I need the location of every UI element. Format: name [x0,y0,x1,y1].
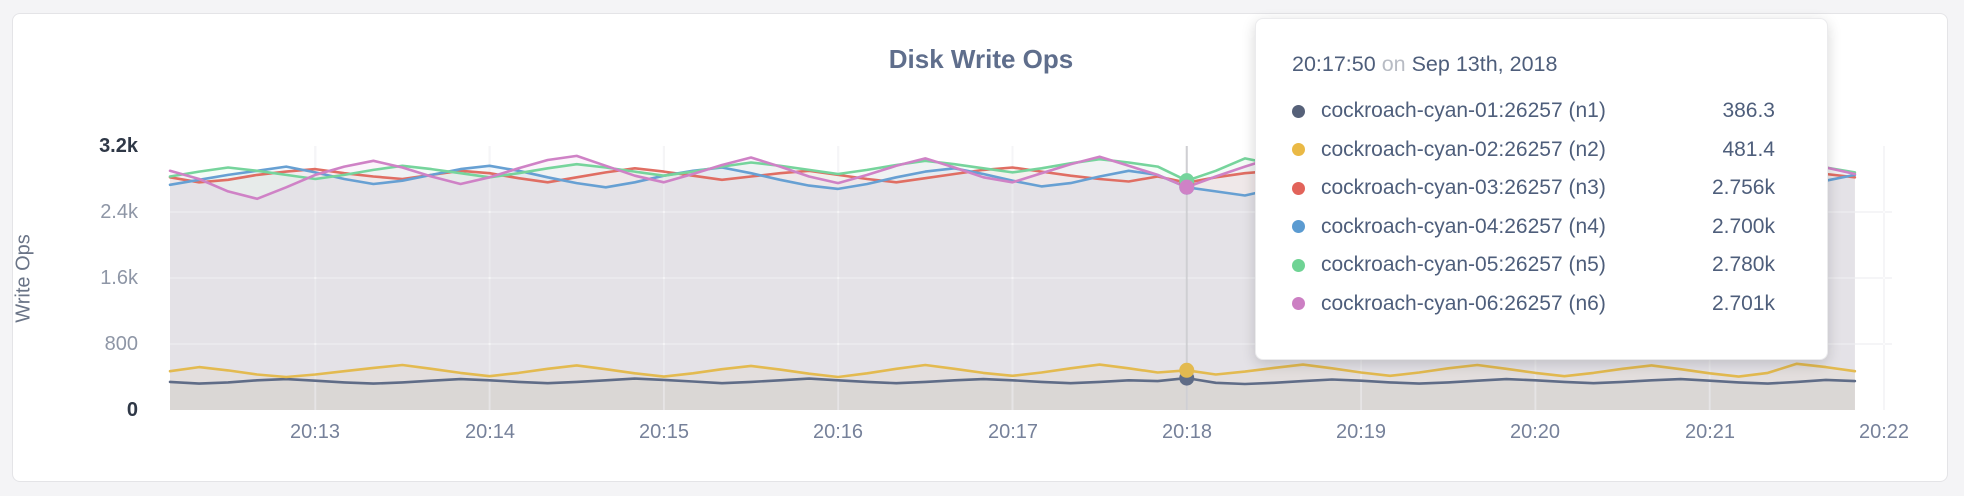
tooltip-series-row: cockroach-cyan-04:26257 (n4) 2.700k [1292,208,1775,247]
series-color-dot [1292,143,1305,157]
y-tick-label: 3.2k [99,135,138,157]
series-label: cockroach-cyan-02:26257 (n2) [1321,137,1606,161]
x-tick-label: 20:18 [1161,421,1213,443]
series-color-dot [1292,297,1305,311]
x-tick-label: 20:17 [987,421,1039,443]
series-value: 481.4 [1722,137,1775,161]
tooltip-series-row: cockroach-cyan-06:26257 (n6) 2.701k [1292,285,1775,324]
x-tick-label: 20:14 [464,421,516,443]
series-label: cockroach-cyan-04:26257 (n4) [1321,214,1606,238]
tooltip-header: 20:17:50 on Sep 13th, 2018 [1292,52,1775,77]
x-tick-label: 20:13 [289,421,341,443]
highlight-dot-n2 [1179,362,1195,378]
series-value: 386.3 [1722,99,1775,123]
series-line-n1 [168,376,1857,386]
y-tick-label: 0 [126,399,138,421]
hover-tooltip: 20:17:50 on Sep 13th, 2018 cockroach-cya… [1255,18,1828,360]
tooltip-date: Sep 13th, 2018 [1411,52,1558,76]
y-axis-label: Write Ops [12,234,35,323]
series-label: cockroach-cyan-05:26257 (n5) [1321,253,1606,277]
x-tick-label: 20:21 [1684,421,1736,443]
tooltip-series-row: cockroach-cyan-02:26257 (n2) 481.4 [1292,131,1775,170]
x-tick-label: 20:16 [812,421,864,443]
series-label: cockroach-cyan-01:26257 (n1) [1321,99,1606,123]
series-label: cockroach-cyan-06:26257 (n6) [1321,291,1606,315]
tooltip-series-row: cockroach-cyan-03:26257 (n3) 2.756k [1292,169,1775,208]
series-value: 2.780k [1711,253,1775,277]
series-label: cockroach-cyan-03:26257 (n3) [1321,176,1606,200]
highlight-dot-n6 [1179,179,1195,195]
y-tick-label: 800 [104,333,138,355]
y-tick-label: 2.4k [100,201,138,223]
series-color-dot [1292,220,1305,234]
tooltip-conjunction: on [1381,52,1406,76]
tooltip-series-row: cockroach-cyan-05:26257 (n5) 2.780k [1292,246,1775,285]
series-color-dot [1292,181,1305,195]
y-tick-label: 1.6k [100,267,138,289]
chart-title: Disk Write Ops [888,44,1074,74]
x-tick-label: 20:15 [638,421,690,443]
series-color-dot [1292,104,1305,118]
x-tick-label: 20:19 [1335,421,1387,443]
series-value: 2.756k [1711,176,1775,200]
x-tick-label: 20:20 [1509,421,1561,443]
tooltip-legend: cockroach-cyan-01:26257 (n1) 386.3 cockr… [1292,92,1775,323]
x-tick-label: 20:22 [1858,421,1910,443]
series-value: 2.701k [1711,291,1775,315]
tooltip-series-row: cockroach-cyan-01:26257 (n1) 386.3 [1292,92,1775,131]
series-value: 2.700k [1711,214,1775,238]
series-line-n2 [168,362,1857,379]
tooltip-time: 20:17:50 [1292,52,1376,76]
series-color-dot [1292,258,1305,272]
